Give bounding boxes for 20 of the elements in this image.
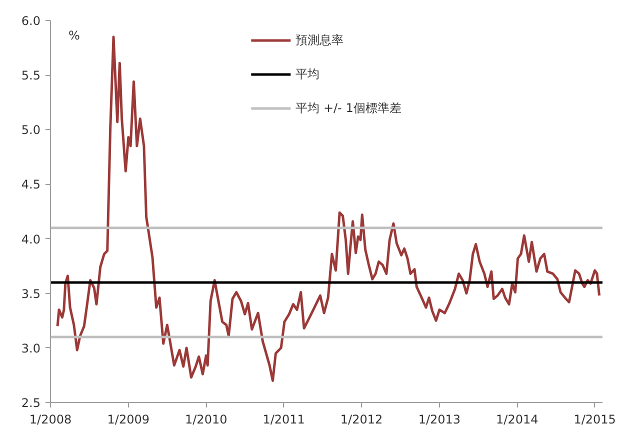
y-axis-title: % [68, 28, 80, 42]
y-tick-label: 2.5 [21, 396, 41, 410]
x-tick-label: 1/2013 [418, 412, 461, 426]
y-tick-label: 3.5 [21, 286, 41, 301]
y-tick-label: 4.5 [21, 178, 41, 192]
legend-label: 預測息率 [296, 32, 344, 48]
y-tick-label: 3.0 [21, 341, 41, 356]
x-tick-label: 1/2011 [262, 412, 305, 426]
legend-label: 平均 +/- 1個標準差 [296, 100, 402, 116]
y-tick-label: 4.0 [21, 232, 41, 246]
legend-label: 平均 [296, 66, 320, 82]
y-tick-label: 5.0 [21, 123, 41, 138]
x-tick-label: 1/2012 [340, 412, 383, 426]
y-tick-label: 5.5 [21, 68, 41, 83]
x-tick-label: 1/2014 [496, 412, 538, 426]
x-tick-label: 1/2009 [107, 412, 150, 426]
x-tick-label: 1/2015 [574, 412, 616, 426]
x-tick-label: 1/2008 [29, 412, 72, 426]
x-tick-label: 1/2010 [185, 412, 228, 426]
y-tick-label: 6.0 [21, 14, 41, 28]
